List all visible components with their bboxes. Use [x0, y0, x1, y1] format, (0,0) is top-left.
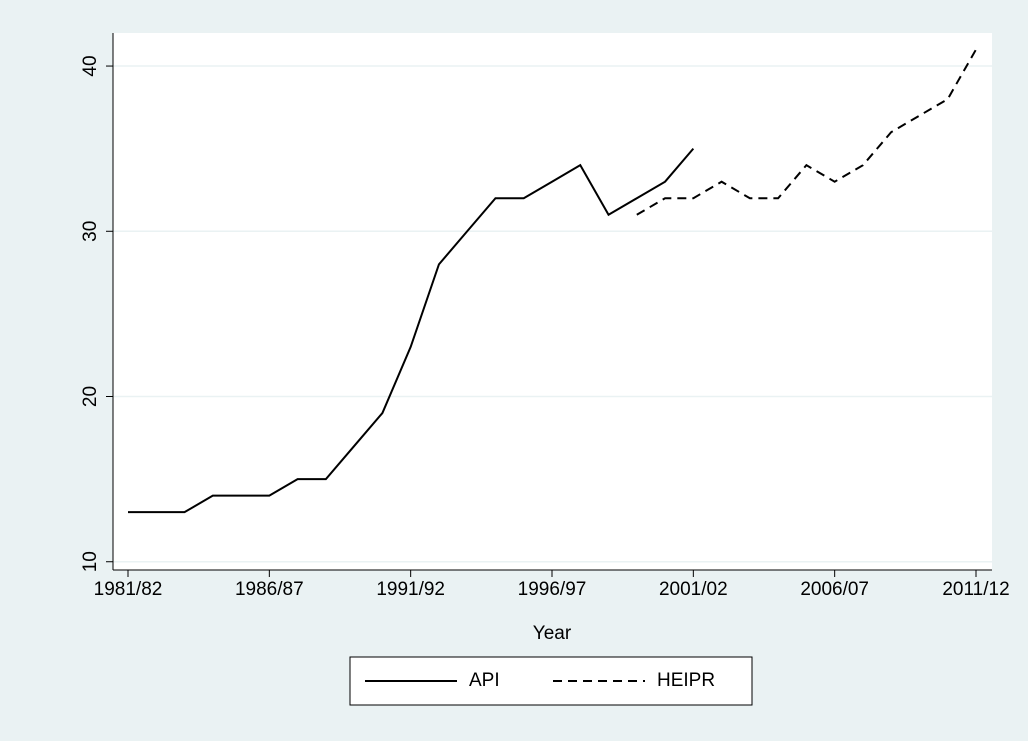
y-tick-label: 40 [80, 55, 101, 76]
x-tick-label: 1996/97 [518, 579, 587, 600]
x-tick-label: 2006/07 [800, 579, 869, 600]
y-tick-label: 20 [80, 386, 101, 407]
x-tick-label: 2011/12 [942, 579, 1009, 600]
x-axis-title: Year [533, 623, 572, 644]
legend-label: HEIPR [657, 670, 715, 691]
x-tick-label: 2001/02 [659, 579, 728, 600]
series-line [128, 148, 695, 514]
x-tick-label: 1981/82 [94, 579, 163, 600]
x-tick-label: 1986/87 [235, 579, 304, 600]
series-line [636, 49, 977, 216]
legend-label: API [469, 670, 500, 691]
plot-area [113, 33, 992, 570]
y-tick-label: 10 [80, 551, 101, 572]
x-tick-label: 1991/92 [376, 579, 445, 600]
y-tick-label: 30 [80, 221, 101, 242]
